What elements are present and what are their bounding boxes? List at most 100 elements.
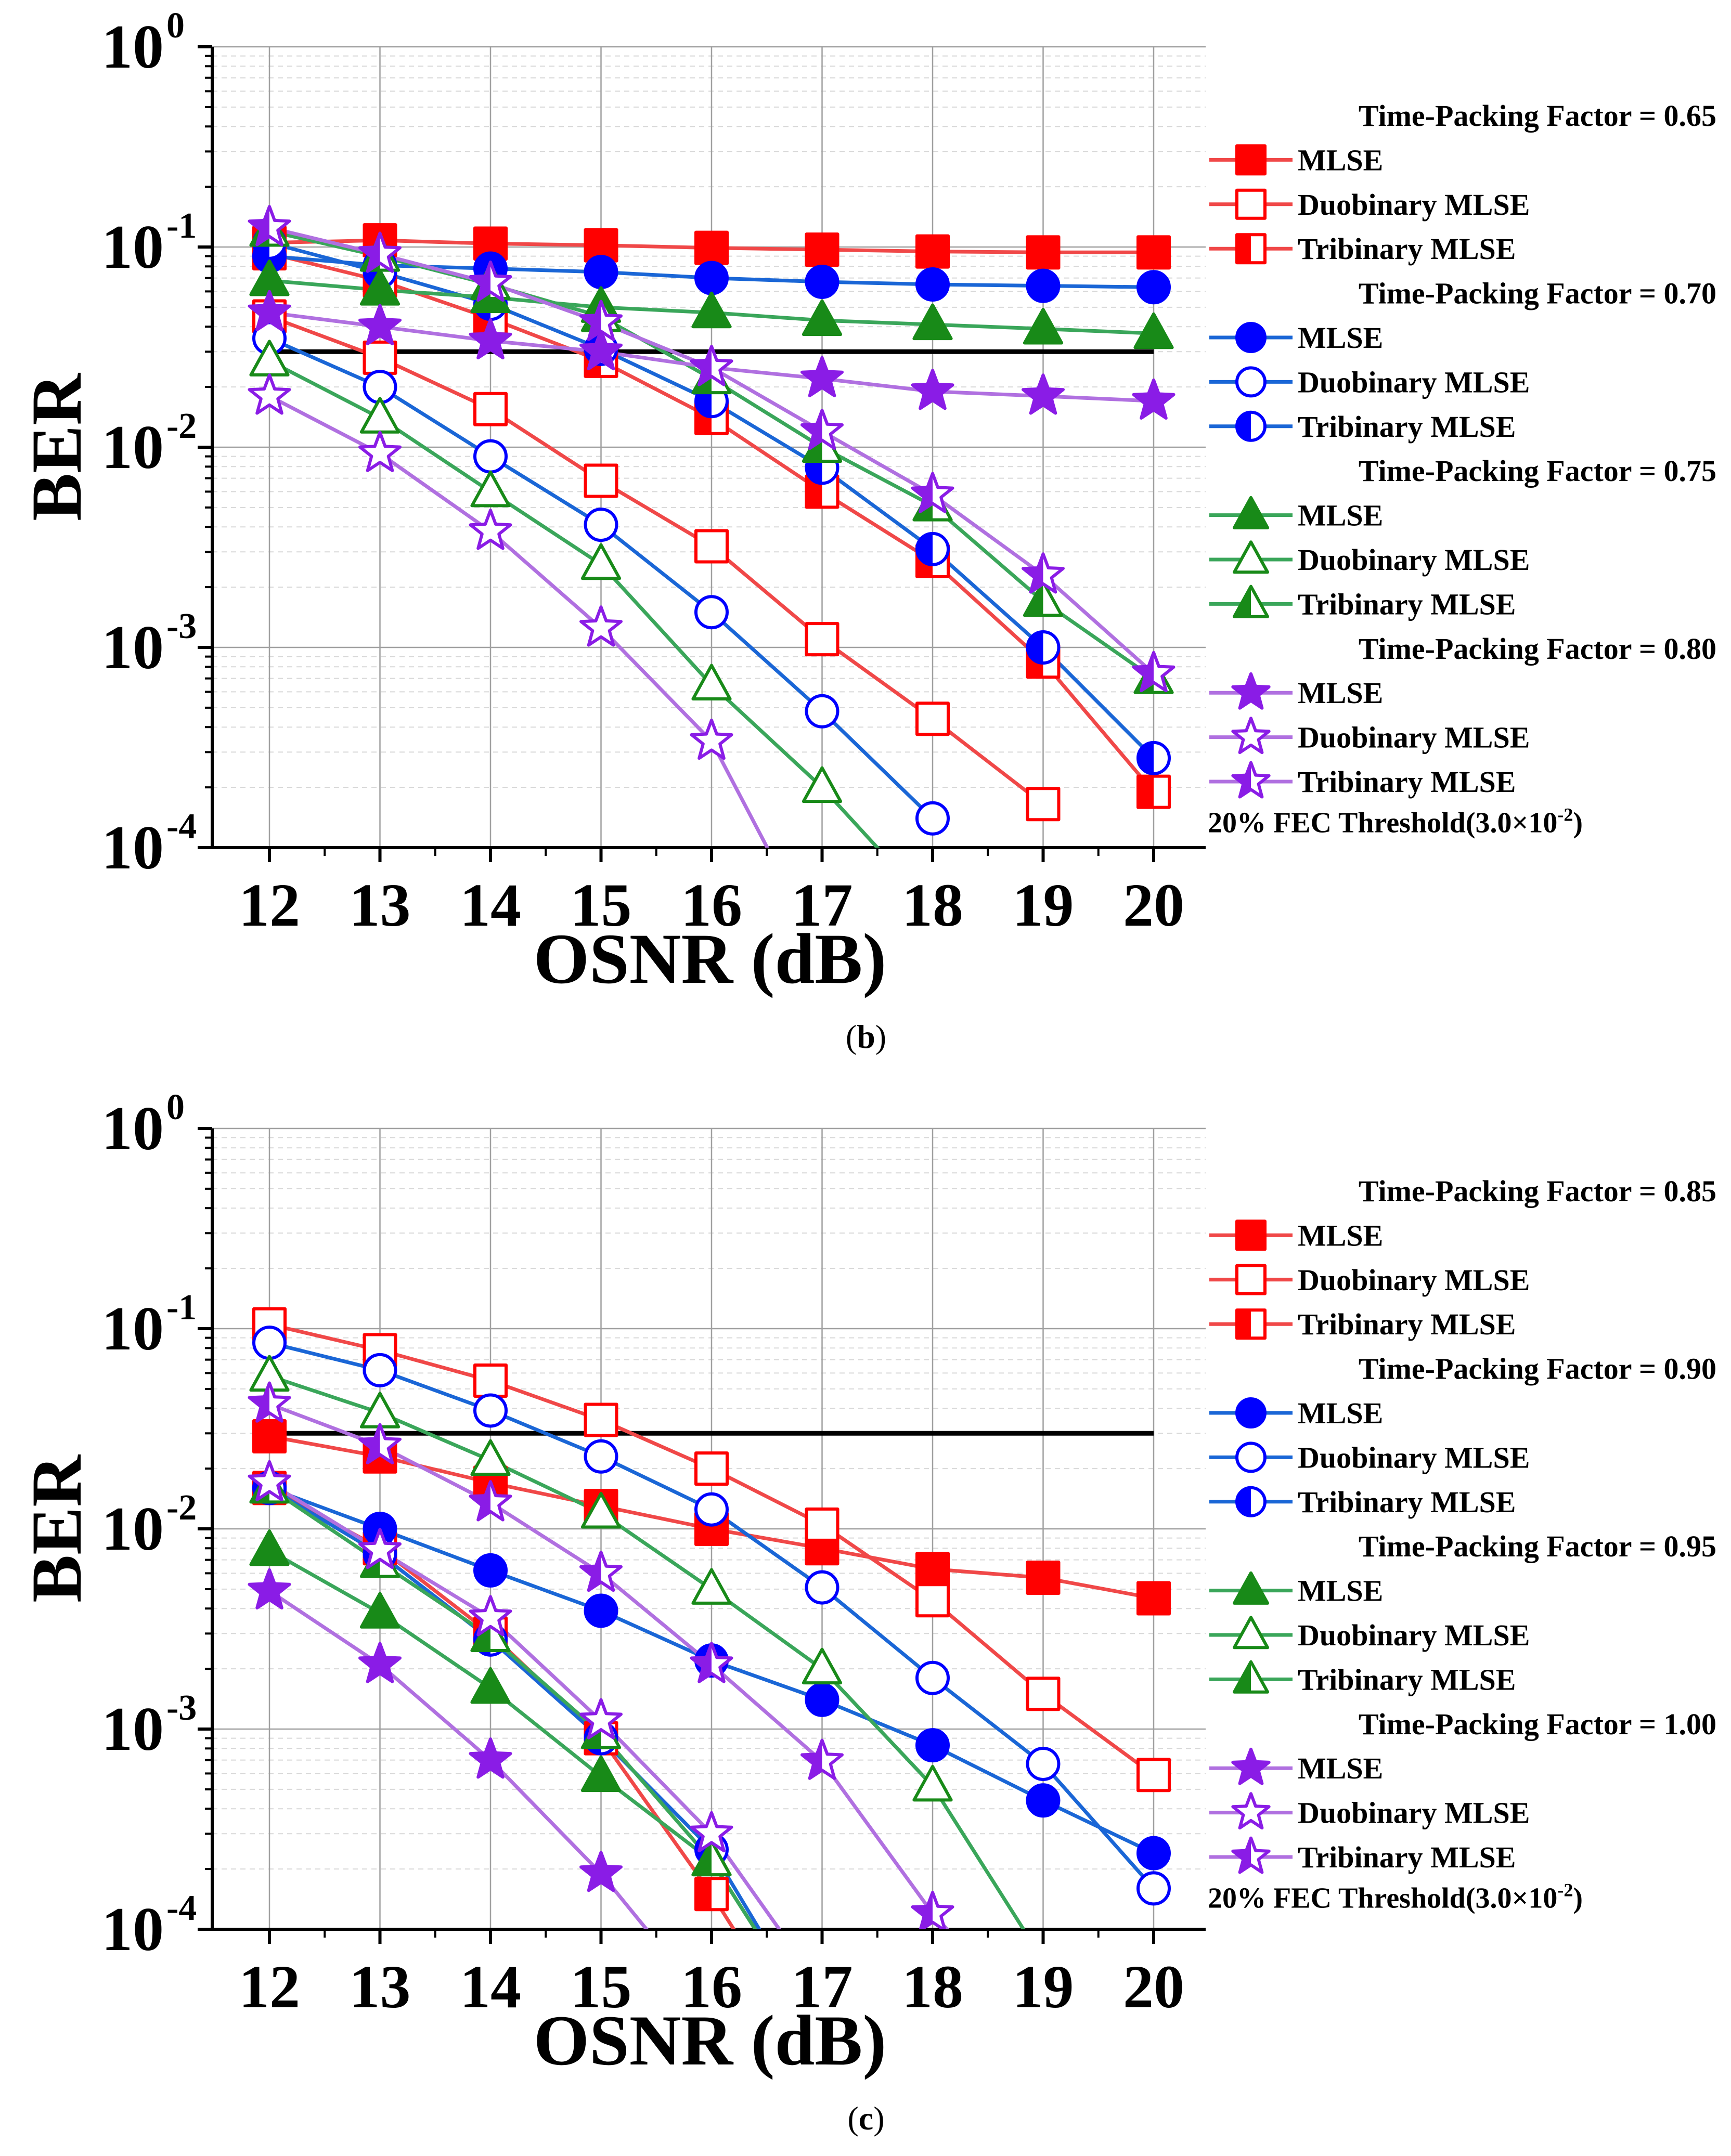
data-point-g3-s0	[469, 1737, 512, 1779]
legend-group-title: Time-Packing Factor = 0.90	[1359, 1352, 1716, 1386]
data-point-g1-s1	[694, 595, 729, 630]
data-point-g2-s0	[802, 299, 843, 336]
legend-group-title: Time-Packing Factor = 0.85	[1359, 1174, 1716, 1208]
legend-label: Duobinary MLSE	[1298, 543, 1530, 577]
data-point-g3-s2	[690, 345, 733, 386]
legend-marker	[1231, 1792, 1271, 1830]
legend-marker	[1235, 144, 1267, 176]
y-tick-base: 10	[101, 813, 164, 882]
y-tick-label: 10 -4	[101, 807, 197, 882]
y-tick-exponent: -1	[166, 206, 197, 246]
legend-marker	[1235, 366, 1267, 398]
data-point-g1-s1	[915, 801, 950, 836]
legend-label: MLSE	[1298, 1218, 1383, 1252]
legend-item: Duobinary MLSE	[1209, 365, 1530, 399]
data-point-g3-s0	[1022, 373, 1065, 415]
y-axis-title: BER	[17, 1454, 96, 1603]
data-point-g0-s1	[694, 529, 729, 564]
legend-label: Tribinary MLSE	[1298, 232, 1516, 266]
data-point-g0-s1	[1026, 787, 1061, 822]
legend-item: Duobinary MLSE	[1209, 1440, 1530, 1474]
data-point-g1-s0	[473, 1553, 508, 1588]
data-point-g3-s2	[358, 1423, 402, 1464]
data-point-g1-s0	[915, 1728, 950, 1763]
legend-marker	[1235, 188, 1267, 220]
y-axis-title: BER	[17, 373, 96, 521]
legend-item: Tribinary MLSE	[1209, 1485, 1516, 1519]
legend-marker	[1232, 540, 1270, 574]
legend-item: MLSE	[1209, 1571, 1383, 1608]
data-point-g2-s1	[802, 766, 843, 803]
x-tick-label: 20	[1123, 1953, 1184, 2021]
data-point-g2-s1	[802, 1647, 843, 1685]
data-point-g3-s0	[248, 290, 291, 331]
data-point-g3-s1	[248, 1460, 291, 1501]
y-tick-base: 10	[101, 1694, 164, 1763]
y-tick-base: 10	[101, 12, 164, 81]
data-point-g1-s1	[805, 694, 839, 729]
data-point-g1-s1	[805, 1570, 839, 1605]
data-point-g3-s0	[469, 318, 512, 360]
x-axis-title: OSNR (dB)	[534, 2001, 887, 2080]
data-point-g2-s0	[691, 291, 732, 329]
data-point-g0-s0	[915, 234, 950, 269]
data-point-g0-s0	[1136, 1581, 1171, 1616]
x-tick-label: 19	[1013, 871, 1074, 939]
legend-item: Tribinary MLSE	[1209, 232, 1516, 266]
x-tick-label: 15	[571, 871, 632, 939]
legend-item: MLSE	[1209, 1396, 1383, 1430]
data-point-g1-s1	[473, 439, 508, 474]
data-point-g0-s0	[1026, 1560, 1061, 1595]
legend-item: MLSE	[1209, 1218, 1383, 1252]
legend-marker	[1235, 1486, 1267, 1517]
fec-threshold-legend: 20% FEC Threshold(3.0×10-2)	[1208, 804, 1583, 839]
data-point-g0-s2	[1136, 774, 1171, 809]
data-point-g3-s0	[579, 329, 623, 371]
data-point-g2-s0	[1023, 307, 1064, 345]
data-point-g3-s1	[358, 431, 402, 472]
y-tick-label: 10 -2	[101, 1488, 197, 1563]
data-point-g1-s1	[1026, 1747, 1061, 1781]
data-point-g0-s1	[1026, 1677, 1061, 1711]
x-tick-label: 14	[460, 871, 521, 939]
data-point-g3-s2	[911, 1891, 954, 1929]
legend-label: MLSE	[1298, 499, 1383, 532]
legend-item: Duobinary MLSE	[1209, 1792, 1530, 1830]
x-tick-label: 17	[792, 1953, 853, 2021]
y-tick-exponent: -2	[166, 1488, 197, 1528]
y-tick-label: 10 -4	[101, 1888, 197, 1964]
y-tick-exponent: -4	[166, 1888, 197, 1928]
legend-label: Tribinary MLSE	[1298, 410, 1516, 444]
series-line-g1-s2	[268, 1486, 761, 1929]
data-point-g1-s0	[584, 1593, 618, 1628]
legend-group-title: Time-Packing Factor = 0.70	[1359, 277, 1716, 310]
legend-label: MLSE	[1298, 321, 1383, 355]
legend-item: Tribinary MLSE	[1209, 1836, 1516, 1874]
x-tick-label: 12	[239, 1953, 300, 2021]
y-tick-label: 10 0	[101, 6, 185, 81]
y-tick-base: 10	[101, 1094, 164, 1163]
legend-group-title: Time-Packing Factor = 1.00	[1359, 1707, 1716, 1741]
data-point-g0-s1	[694, 1451, 729, 1486]
legend-item: Duobinary MLSE	[1209, 540, 1530, 577]
data-point-g1-s0	[694, 261, 729, 295]
data-point-g3-s1	[358, 1528, 402, 1569]
legend-label: Duobinary MLSE	[1298, 721, 1530, 755]
data-point-g1-s0	[1026, 1783, 1061, 1818]
series-line-g3-s1	[268, 1481, 782, 1929]
x-tick-label: 17	[792, 871, 853, 939]
y-tick-label: 10 0	[101, 1087, 185, 1163]
caption-letter: b	[857, 1018, 875, 1055]
legend-item: MLSE	[1209, 496, 1383, 532]
legend-marker	[1232, 1660, 1270, 1694]
legend-item: MLSE	[1209, 321, 1383, 355]
data-point-g0-s0	[915, 1552, 950, 1587]
y-tick-base: 10	[101, 412, 164, 482]
data-point-g1-s1	[915, 1660, 950, 1695]
y-tick-label: 10 -1	[101, 1288, 197, 1363]
legend-marker	[1231, 717, 1271, 755]
x-tick-label: 12	[239, 871, 300, 939]
x-tick-label: 13	[350, 871, 411, 939]
legend-item: Tribinary MLSE	[1209, 410, 1516, 444]
